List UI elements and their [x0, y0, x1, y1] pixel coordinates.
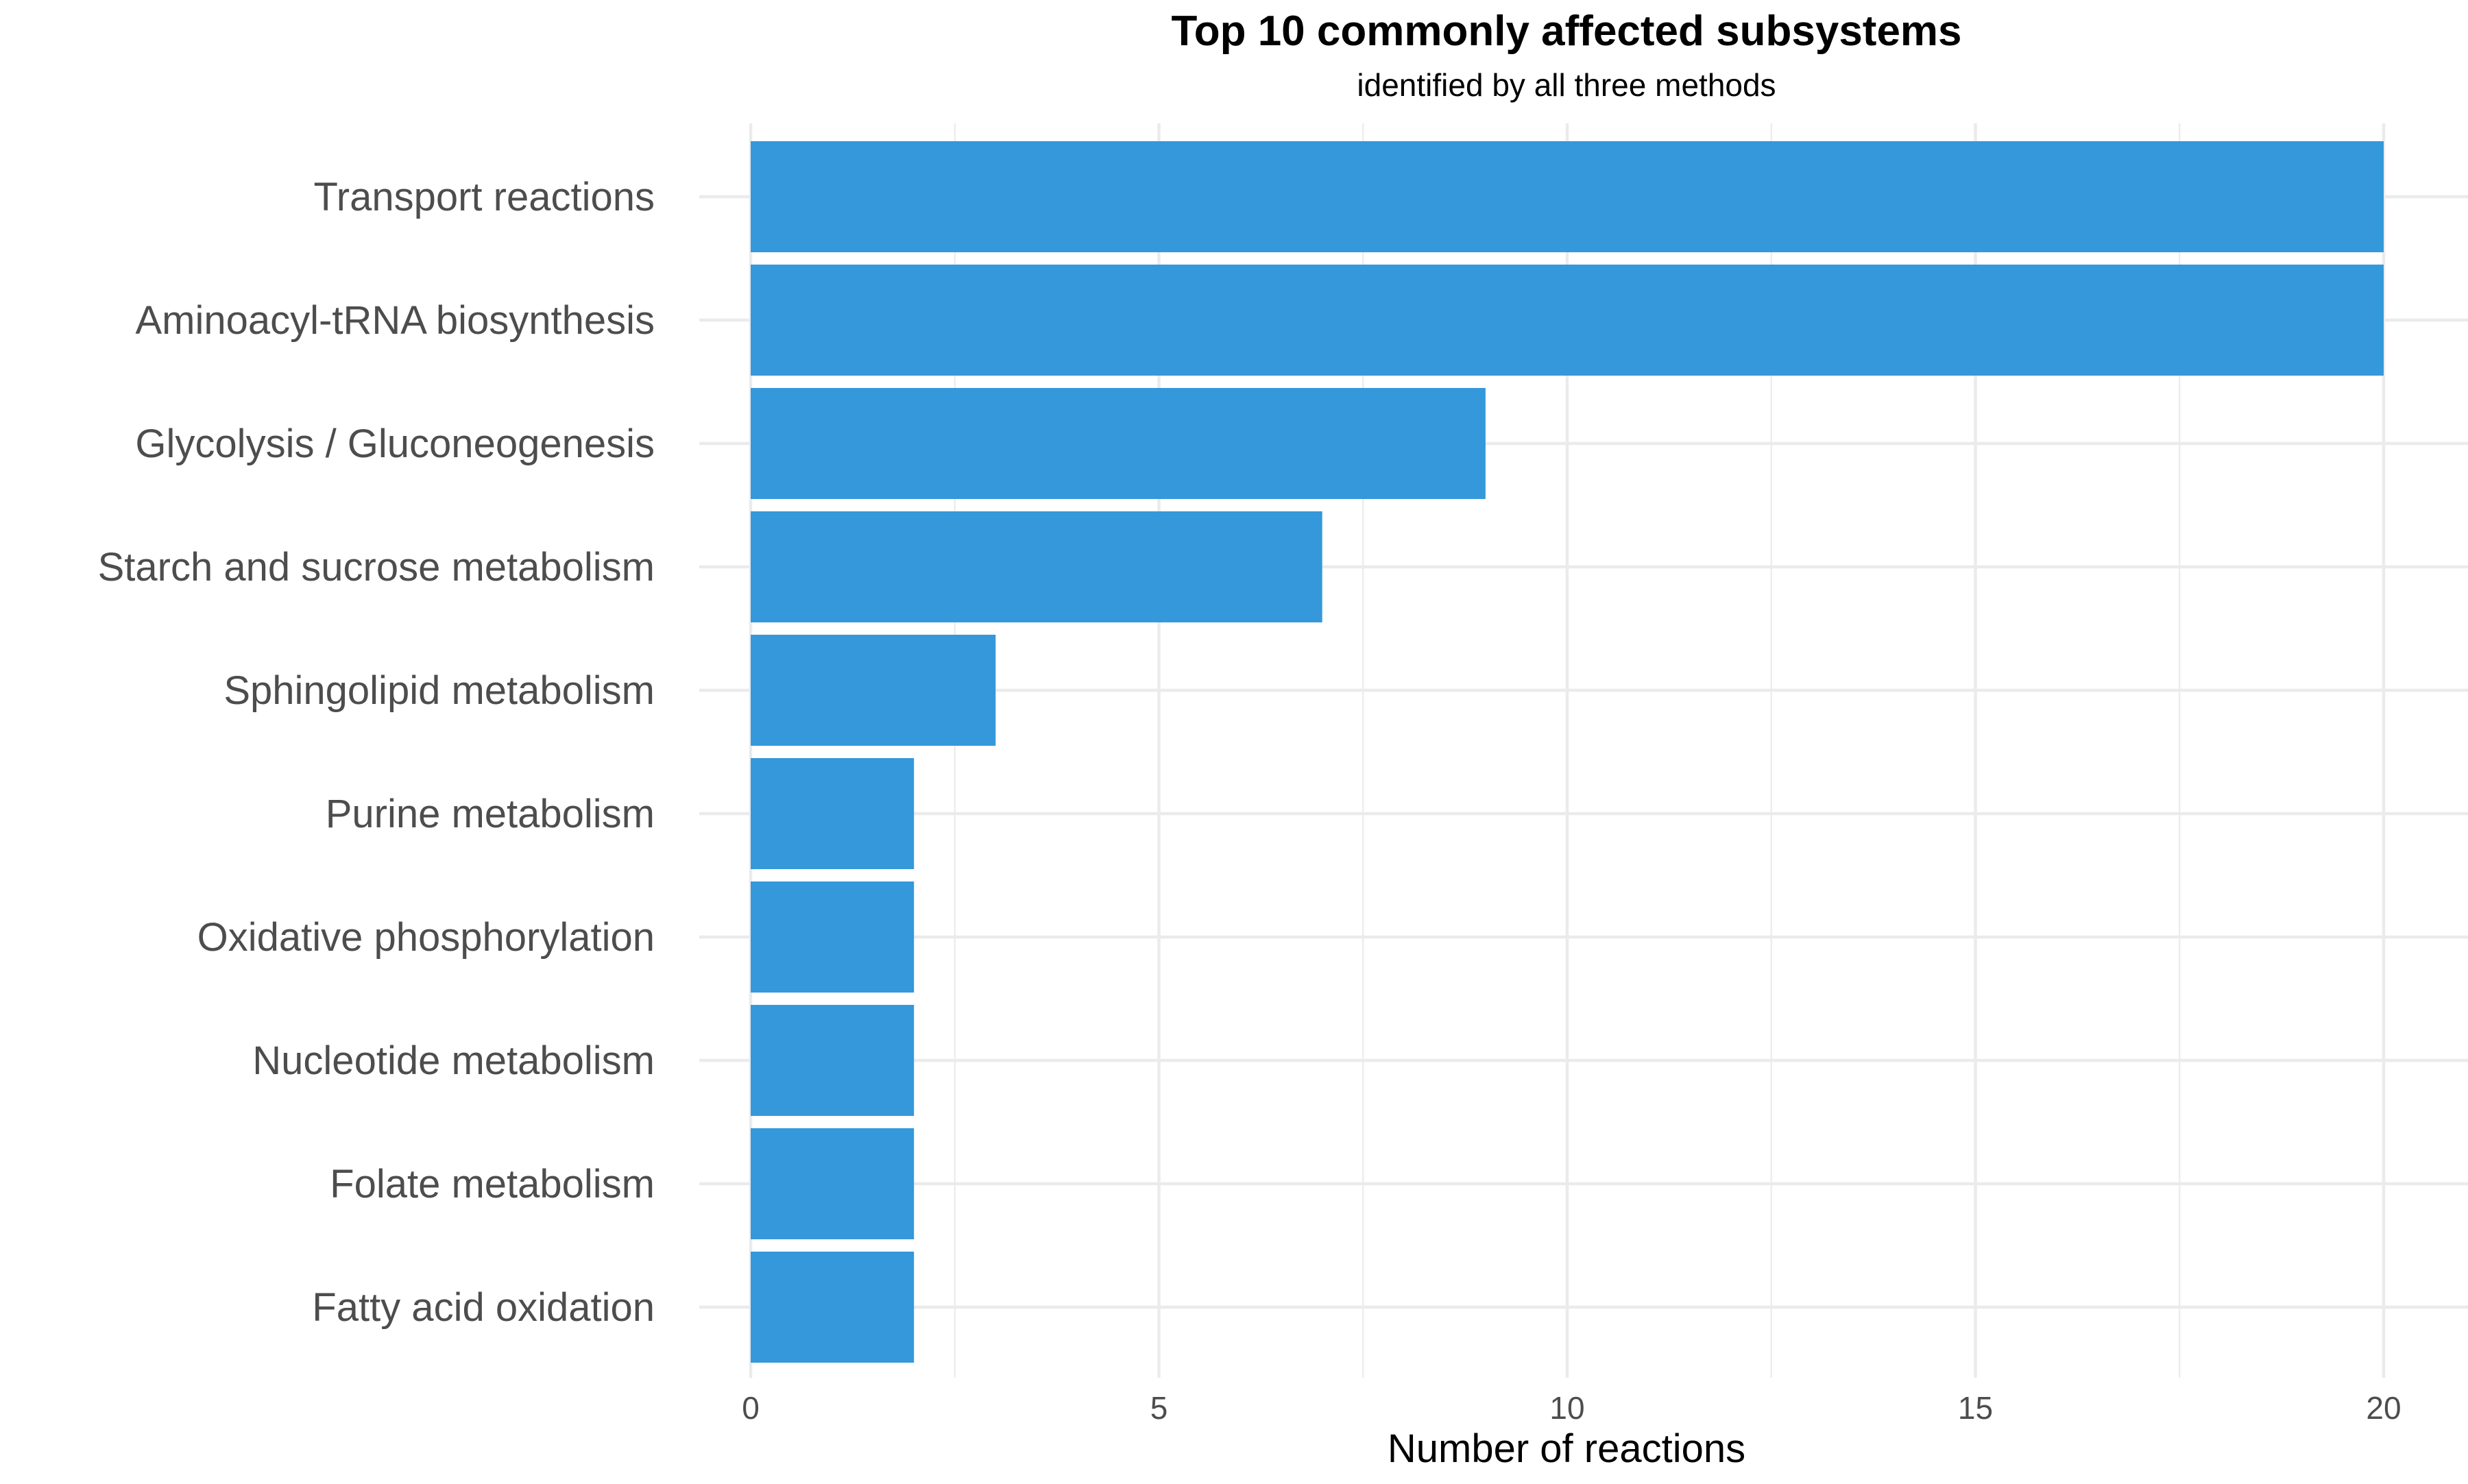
y-tick-label: Starch and sucrose metabolism — [98, 545, 655, 589]
bar — [751, 141, 2384, 252]
bar — [751, 758, 915, 869]
bar — [751, 635, 996, 746]
x-tick-label: 0 — [742, 1390, 760, 1426]
x-tick-label: 10 — [1549, 1390, 1584, 1426]
bar — [751, 1252, 915, 1363]
bar — [751, 1128, 915, 1239]
x-axis-tick-labels: 0 5 10 15 20 — [742, 1390, 2401, 1426]
bar — [751, 511, 1322, 622]
x-axis-label: Number of reactions — [1388, 1426, 1745, 1471]
chart-title: Top 10 commonly affected subsystems — [1171, 8, 1961, 55]
bar — [751, 881, 915, 993]
bar — [751, 388, 1486, 499]
x-tick-label: 20 — [2366, 1390, 2401, 1426]
bar — [751, 265, 2384, 376]
y-tick-label: Transport reactions — [313, 175, 655, 219]
y-tick-label: Oxidative phosphorylation — [197, 915, 655, 960]
chart-subtitle: identified by all three methods — [1357, 67, 1776, 103]
y-tick-label: Purine metabolism — [326, 792, 655, 836]
y-tick-label: Sphingolipid metabolism — [223, 668, 655, 713]
y-tick-label: Glycolysis / Gluconeogenesis — [135, 422, 655, 466]
y-tick-label: Aminoacyl-tRNA biosynthesis — [135, 298, 655, 343]
bars — [751, 141, 2384, 1363]
bar — [751, 1005, 915, 1116]
y-axis-tick-labels: Transport reactions Aminoacyl-tRNA biosyn… — [98, 175, 655, 1330]
y-tick-label: Fatty acid oxidation — [312, 1285, 655, 1330]
y-tick-label: Folate metabolism — [330, 1162, 655, 1206]
x-tick-label: 15 — [1958, 1390, 1993, 1426]
x-tick-label: 5 — [1150, 1390, 1168, 1426]
y-tick-label: Nucleotide metabolism — [252, 1038, 655, 1083]
